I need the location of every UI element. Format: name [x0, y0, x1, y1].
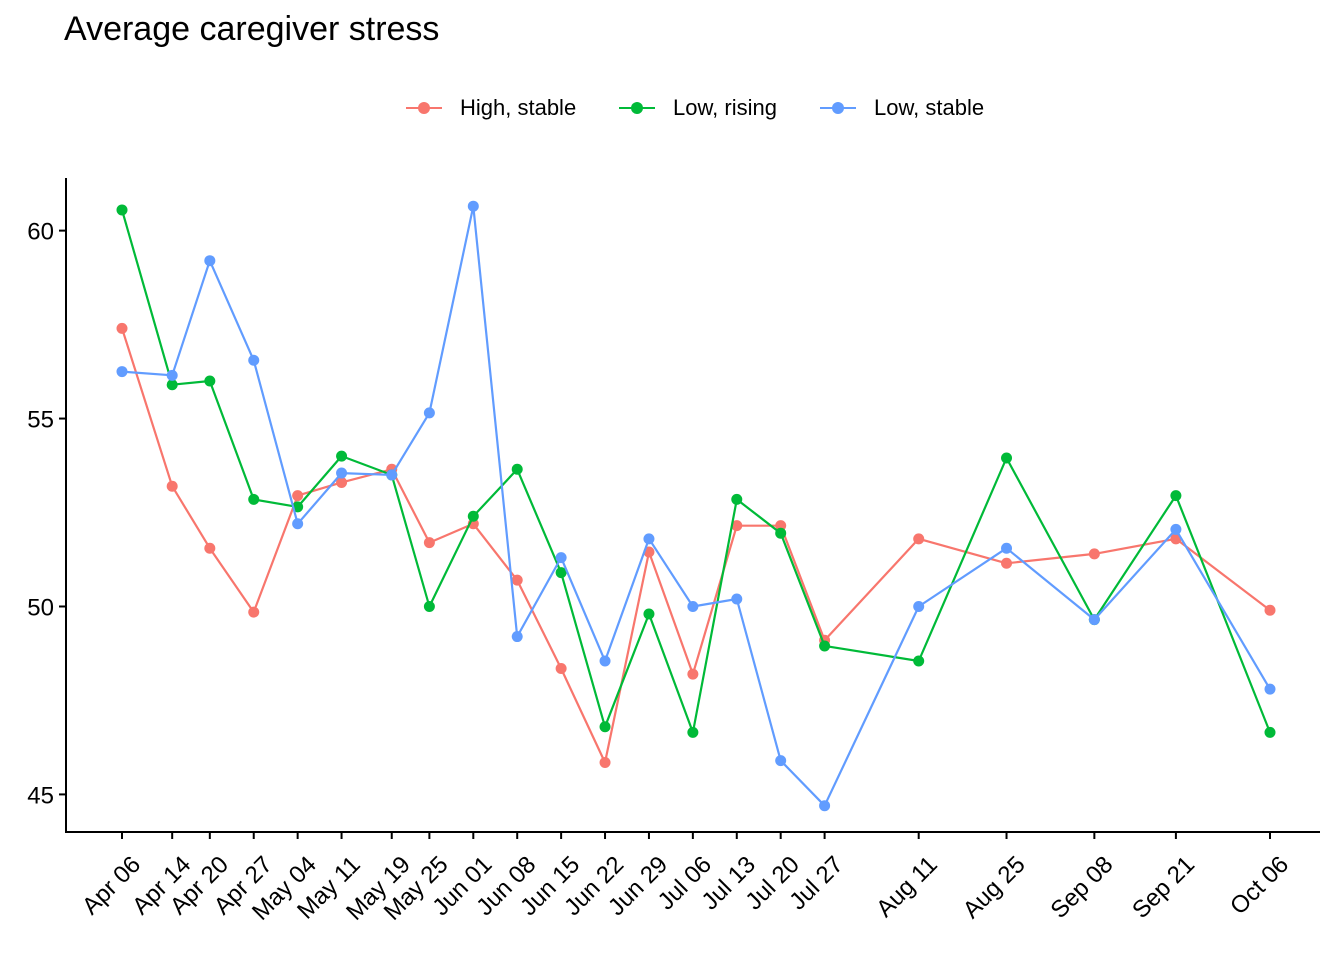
data-point-low-stable — [643, 533, 655, 545]
data-point-low-rising — [731, 493, 743, 505]
x-tick-label: Aug 11 — [871, 851, 943, 923]
legend-key-low-stable — [818, 88, 858, 128]
data-point-high-stable — [204, 542, 216, 554]
data-point-high-stable — [687, 668, 699, 680]
chart-title: Average caregiver stress — [64, 10, 440, 48]
data-point-high-stable — [116, 322, 128, 334]
data-point-low-stable — [386, 469, 398, 481]
series-high-stable — [116, 322, 1276, 768]
series-line-high-stable — [120, 327, 1271, 764]
data-point-low-rising — [913, 655, 925, 667]
data-point-low-rising — [116, 204, 128, 216]
data-point-low-stable — [204, 255, 216, 267]
data-point-low-stable — [555, 552, 567, 564]
data-point-low-stable — [775, 755, 787, 767]
data-point-low-stable — [731, 593, 743, 605]
data-point-low-rising — [1001, 452, 1013, 464]
data-point-high-stable — [731, 520, 743, 532]
series-layer — [116, 200, 1276, 812]
data-point-low-stable — [1170, 523, 1182, 535]
series-line-low-rising — [120, 209, 1272, 734]
data-point-high-stable — [913, 533, 925, 545]
data-point-low-rising — [467, 510, 479, 522]
legend-key-low-rising — [617, 88, 657, 128]
y-tick-label: 50 — [27, 594, 54, 621]
data-point-low-stable — [511, 631, 523, 643]
data-point-high-stable — [1088, 548, 1100, 560]
data-point-low-rising — [248, 493, 260, 505]
x-tick-label: Sep 08 — [1046, 851, 1119, 924]
y-axis-ticks: 45 50 55 60 — [27, 219, 66, 809]
legend-item-low-rising: Low, rising — [617, 88, 777, 128]
data-point-low-stable — [116, 366, 128, 378]
x-tick-label: Aug 25 — [958, 851, 1031, 924]
data-point-low-stable — [336, 467, 348, 479]
data-point-low-rising — [775, 527, 787, 539]
legend-key-high-stable — [404, 88, 444, 128]
data-point-high-stable — [555, 663, 567, 674]
data-point-low-stable — [1001, 542, 1013, 554]
data-point-low-rising — [819, 640, 831, 652]
legend: High, stable Low, rising Low, stable — [0, 88, 1344, 128]
data-point-low-stable — [599, 655, 611, 667]
data-point-low-rising — [687, 726, 699, 738]
x-tick-label: Sep 21 — [1127, 851, 1200, 924]
data-point-high-stable — [599, 756, 611, 768]
x-tick-label: Oct 06 — [1225, 851, 1294, 920]
legend-item-high-stable: High, stable — [404, 88, 576, 128]
data-point-low-stable — [1264, 683, 1276, 695]
data-point-low-rising — [1264, 726, 1276, 738]
data-point-low-stable — [1088, 614, 1100, 626]
data-point-high-stable — [166, 480, 178, 492]
data-point-low-stable — [248, 354, 260, 366]
data-point-high-stable — [1264, 604, 1276, 616]
data-point-low-rising — [423, 600, 435, 612]
y-tick-label: 55 — [27, 407, 54, 434]
data-point-low-stable — [687, 600, 699, 612]
series-line-low-stable — [121, 205, 1271, 807]
y-tick-label: 45 — [27, 782, 54, 809]
data-point-high-stable — [775, 520, 787, 532]
data-point-low-rising — [511, 463, 523, 475]
data-point-high-stable — [248, 606, 260, 618]
data-point-low-stable — [166, 369, 178, 381]
data-point-low-rising — [599, 721, 611, 733]
data-point-high-stable — [1001, 557, 1013, 569]
data-point-low-stable — [467, 200, 479, 212]
legend-label-low-rising: Low, rising — [673, 95, 777, 120]
data-point-low-stable — [913, 600, 925, 612]
data-point-low-rising — [204, 375, 216, 387]
data-point-low-stable — [423, 407, 435, 419]
legend-item-low-stable: Low, stable — [818, 88, 984, 128]
data-point-low-rising — [1170, 490, 1182, 502]
data-point-high-stable — [511, 574, 523, 586]
legend-label-low-stable: Low, stable — [874, 95, 985, 120]
data-point-low-rising — [643, 608, 655, 620]
data-point-high-stable — [336, 476, 348, 488]
data-point-low-rising — [555, 567, 567, 579]
data-point-high-stable — [292, 490, 304, 502]
legend-label-high-stable: High, stable — [460, 95, 577, 120]
y-tick-label: 60 — [27, 219, 54, 246]
series-low-rising — [116, 204, 1276, 738]
data-point-high-stable — [423, 537, 435, 549]
series-low-stable — [116, 200, 1276, 812]
data-point-low-rising — [336, 450, 348, 462]
data-point-low-stable — [292, 518, 304, 530]
data-point-low-stable — [819, 800, 831, 812]
data-point-low-rising — [166, 379, 178, 391]
